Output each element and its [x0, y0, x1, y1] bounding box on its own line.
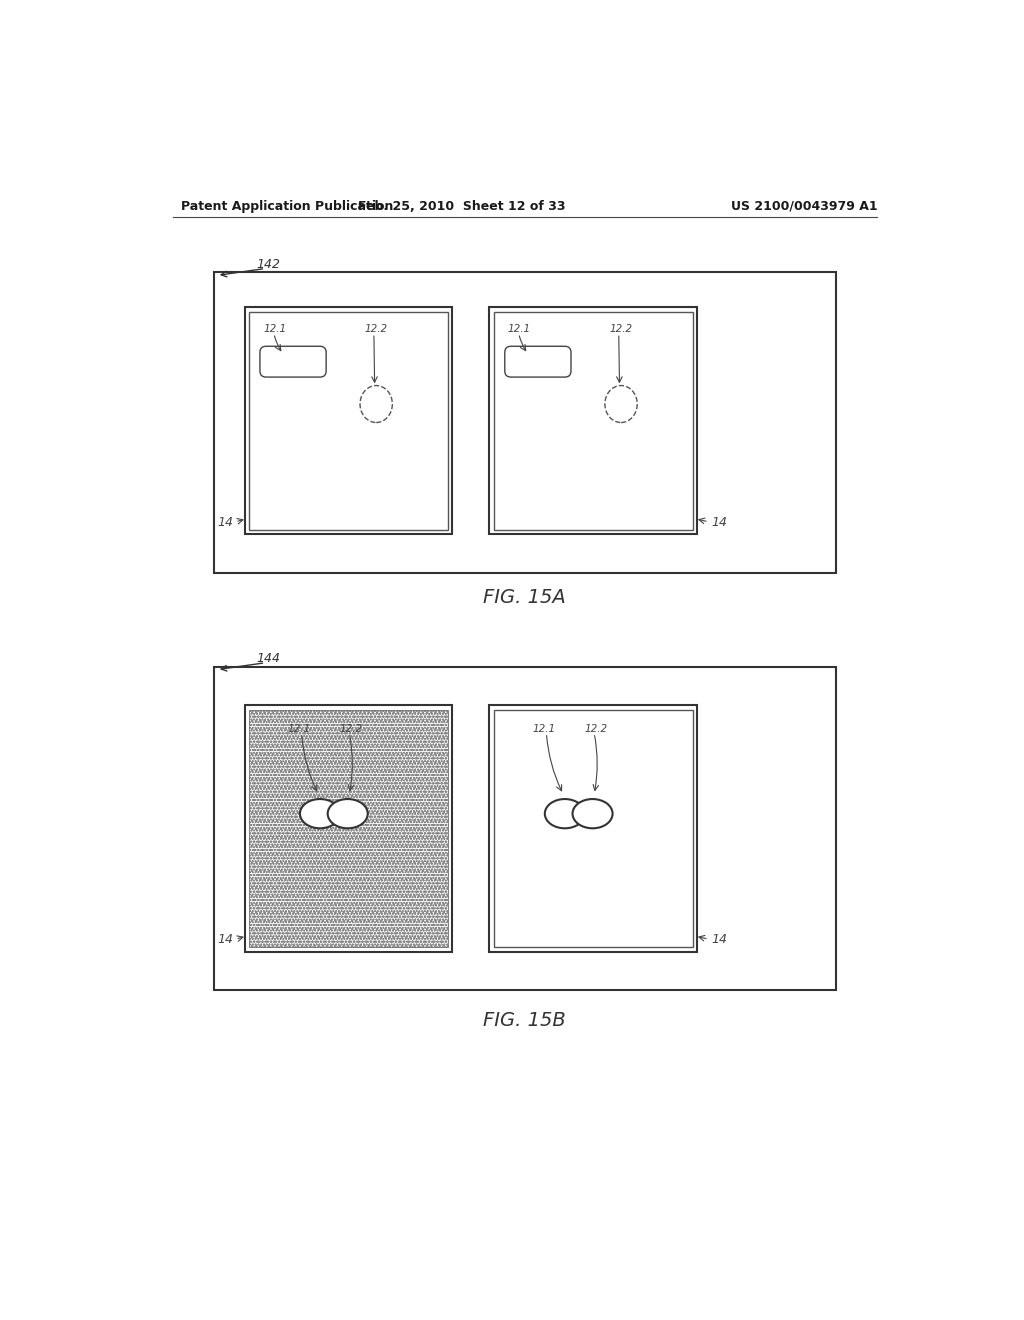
Bar — [249, 710, 447, 946]
Ellipse shape — [328, 799, 368, 829]
Bar — [494, 312, 692, 529]
Text: 14: 14 — [217, 933, 233, 946]
Bar — [249, 710, 447, 946]
Text: 12.2: 12.2 — [585, 723, 608, 734]
Bar — [249, 710, 447, 946]
Text: 14: 14 — [711, 516, 727, 529]
Text: 12.1: 12.1 — [288, 723, 310, 734]
Bar — [214, 667, 836, 990]
Text: Patent Application Publication: Patent Application Publication — [180, 199, 393, 213]
Text: 12.2: 12.2 — [609, 323, 633, 334]
Text: 144: 144 — [256, 652, 281, 665]
Text: Feb. 25, 2010  Sheet 12 of 33: Feb. 25, 2010 Sheet 12 of 33 — [358, 199, 565, 213]
Bar — [245, 705, 453, 952]
Text: 12.1: 12.1 — [263, 323, 286, 334]
Ellipse shape — [545, 799, 585, 829]
Bar — [489, 308, 697, 535]
Text: 12.1: 12.1 — [508, 323, 531, 334]
Text: FIG. 15B: FIG. 15B — [483, 1011, 566, 1031]
Text: 12.2: 12.2 — [340, 723, 364, 734]
Bar — [245, 308, 453, 535]
Text: 14: 14 — [711, 933, 727, 946]
FancyBboxPatch shape — [505, 346, 571, 378]
Text: US 2100/0043979 A1: US 2100/0043979 A1 — [731, 199, 878, 213]
Text: FIG. 15A: FIG. 15A — [483, 587, 566, 607]
Bar — [249, 312, 447, 529]
Text: 14: 14 — [217, 516, 233, 529]
Bar — [489, 705, 697, 952]
Text: 12.2: 12.2 — [365, 323, 388, 334]
FancyBboxPatch shape — [260, 346, 326, 378]
Bar — [494, 710, 692, 946]
Bar — [214, 272, 836, 573]
Text: 12.1: 12.1 — [532, 723, 556, 734]
Text: 142: 142 — [256, 259, 281, 271]
Ellipse shape — [300, 799, 340, 829]
Ellipse shape — [572, 799, 612, 829]
